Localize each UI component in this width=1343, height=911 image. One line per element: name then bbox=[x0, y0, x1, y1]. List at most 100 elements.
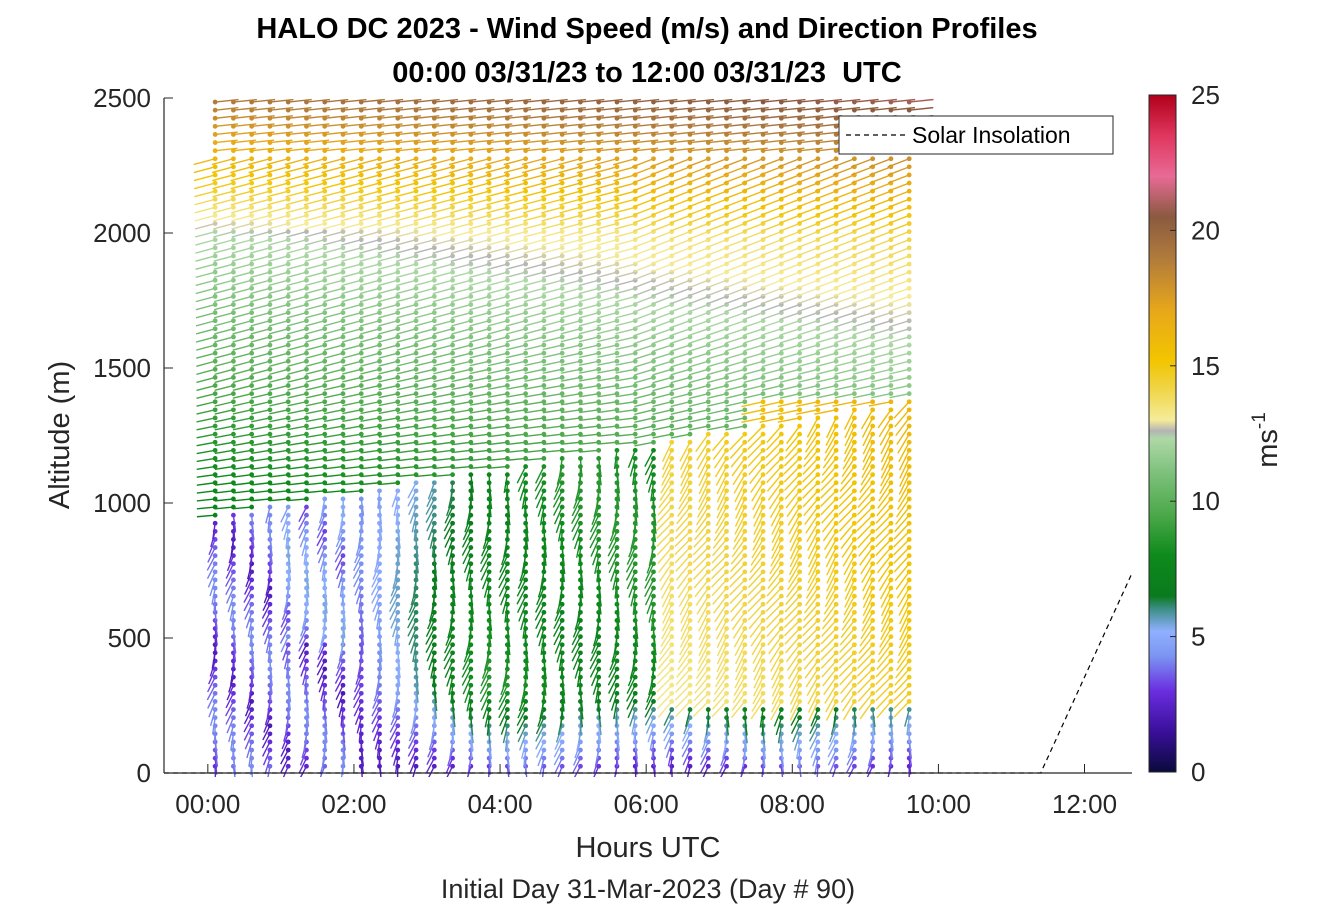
wind-barb-dot bbox=[523, 253, 529, 259]
wind-barb-shaft bbox=[613, 174, 636, 182]
wind-barb-dot bbox=[468, 399, 474, 405]
wind-barb-dot bbox=[413, 310, 419, 316]
wind-barb-dot bbox=[669, 674, 675, 680]
wind-barb-dot bbox=[724, 464, 729, 469]
wind-barb-dot bbox=[377, 447, 382, 453]
wind-barb-dot bbox=[687, 496, 693, 502]
wind-barb-dot bbox=[504, 285, 510, 291]
wind-barb-dot bbox=[596, 520, 602, 526]
wind-barb-shaft bbox=[425, 506, 435, 524]
wind-barb-shaft bbox=[468, 255, 490, 262]
wind-barb-dot bbox=[614, 674, 620, 680]
wind-barb-dot bbox=[285, 204, 291, 210]
wind-barb-dot bbox=[614, 423, 620, 429]
wind-barb-dot bbox=[578, 618, 583, 623]
wind-barb-dot bbox=[468, 302, 474, 307]
wind-barb-shaft bbox=[596, 239, 618, 246]
wind-barb-shaft bbox=[626, 547, 636, 565]
wind-barb-dot bbox=[742, 593, 748, 599]
wind-barb-shaft bbox=[408, 595, 417, 613]
wind-barb-dot bbox=[413, 261, 419, 267]
wind-barb-dot bbox=[541, 415, 547, 421]
wind-barb-dot bbox=[395, 618, 401, 623]
wind-barb-shaft bbox=[379, 98, 404, 103]
wind-barb-dot bbox=[304, 196, 309, 202]
wind-barb-shaft bbox=[262, 620, 271, 636]
wind-barb-shaft bbox=[195, 295, 216, 303]
wind-barb-shaft bbox=[468, 247, 490, 254]
wind-barb-dot bbox=[724, 472, 729, 478]
wind-barb-dot bbox=[669, 480, 675, 486]
wind-barb-shaft bbox=[506, 449, 526, 454]
wind-barb-shaft bbox=[360, 473, 380, 478]
wind-barb-shaft bbox=[657, 652, 673, 670]
wind-barb-dot bbox=[431, 237, 437, 243]
wind-barb-dot bbox=[724, 601, 729, 607]
wind-barb-shaft bbox=[316, 660, 326, 676]
wind-barb-dot bbox=[578, 156, 583, 162]
wind-barb-shaft bbox=[451, 311, 472, 319]
wind-barb-dot bbox=[377, 310, 382, 316]
wind-barb-dot bbox=[395, 180, 401, 186]
wind-barb-shaft bbox=[194, 222, 216, 230]
wind-barb-shaft bbox=[541, 263, 563, 271]
wind-barb-shaft bbox=[537, 498, 545, 517]
wind-barb-dot bbox=[651, 699, 656, 704]
wind-barb-dot bbox=[486, 366, 492, 372]
wind-barb-dot bbox=[559, 399, 565, 405]
wind-barb-shaft bbox=[323, 328, 344, 335]
wind-barb-shaft bbox=[488, 620, 493, 640]
wind-barb-dot bbox=[687, 366, 693, 372]
wind-barb-dot bbox=[504, 391, 510, 397]
wind-barb-dot bbox=[468, 561, 474, 567]
wind-barb-shaft bbox=[634, 417, 654, 423]
wind-barb-shaft bbox=[358, 190, 380, 198]
wind-barb-dot bbox=[395, 148, 401, 154]
wind-barb-shaft bbox=[596, 287, 618, 295]
wind-barb-dot bbox=[413, 431, 419, 437]
wind-barb-shaft bbox=[231, 279, 252, 287]
wind-barb-dot bbox=[632, 391, 638, 397]
wind-barb-dot bbox=[504, 302, 510, 307]
wind-barb-shaft bbox=[196, 425, 216, 431]
wind-barb-shaft bbox=[461, 531, 472, 548]
wind-barb-shaft bbox=[579, 701, 584, 720]
wind-barb-dot bbox=[651, 569, 656, 575]
wind-barb-shaft bbox=[432, 295, 453, 303]
wind-barb-dot bbox=[340, 245, 346, 251]
wind-barb-shaft bbox=[396, 368, 417, 375]
wind-barb-dot bbox=[249, 447, 255, 453]
wind-barb-shaft bbox=[535, 466, 545, 484]
wind-barb-dot bbox=[523, 164, 529, 170]
wind-barb-dot bbox=[285, 285, 291, 291]
wind-barb-dot bbox=[705, 658, 711, 664]
wind-barb-dot bbox=[742, 520, 748, 526]
wind-barb-shaft bbox=[505, 230, 526, 238]
wind-barb-shaft bbox=[231, 214, 252, 222]
wind-barb-dot bbox=[249, 707, 255, 712]
wind-barb-dot bbox=[285, 472, 291, 478]
wind-barb-shaft bbox=[251, 425, 271, 431]
wind-barb-dot bbox=[431, 115, 437, 121]
wind-barb-dot bbox=[231, 123, 236, 129]
wind-barb-shaft bbox=[597, 336, 618, 343]
wind-barb-shaft bbox=[524, 417, 544, 422]
wind-barb-shaft bbox=[450, 214, 472, 222]
wind-barb-dot bbox=[742, 358, 748, 364]
wind-barb-shaft bbox=[195, 287, 216, 295]
wind-barb-dot bbox=[413, 763, 419, 769]
wind-barb-shaft bbox=[506, 636, 511, 656]
wind-barb-shaft bbox=[390, 579, 399, 597]
wind-barb-dot bbox=[395, 431, 401, 437]
wind-barb-dot bbox=[541, 180, 547, 186]
wind-barb-shaft bbox=[376, 206, 398, 214]
wind-barb-shaft bbox=[323, 320, 344, 327]
wind-barb-shaft bbox=[287, 320, 307, 327]
wind-barb-dot bbox=[413, 99, 419, 105]
wind-barb-dot bbox=[304, 99, 309, 105]
wind-barb-dot bbox=[578, 221, 583, 226]
wind-barb-shaft bbox=[378, 409, 398, 415]
wind-barb-dot bbox=[285, 431, 291, 437]
wind-barb-shaft bbox=[524, 449, 544, 453]
wind-barb-shaft bbox=[467, 571, 472, 591]
